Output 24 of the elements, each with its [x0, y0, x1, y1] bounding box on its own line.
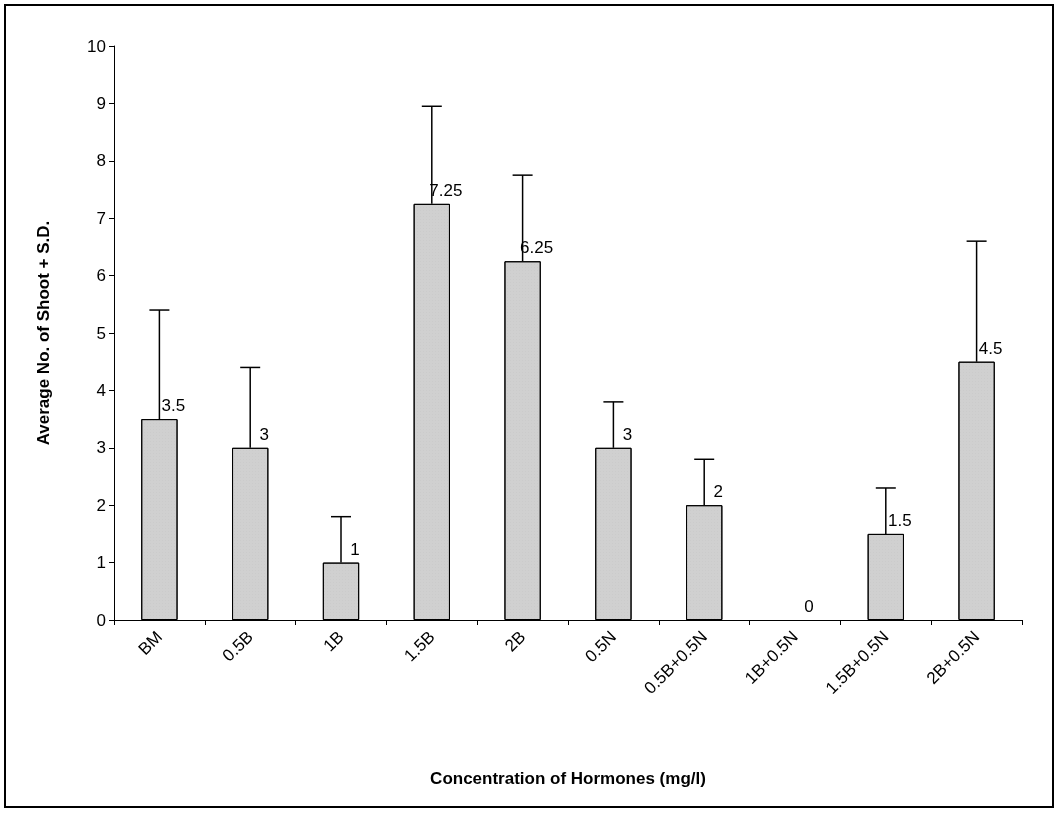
data-label: 3.5 [161, 396, 186, 416]
x-axis-title: Concentration of Hormones (mg/l) [430, 769, 706, 788]
y-tick-label: 10 [87, 36, 106, 56]
y-tick-label: 1 [96, 553, 106, 573]
y-tick-label: 7 [96, 208, 106, 228]
data-label: 3 [259, 424, 269, 444]
x-tick-label: 1B [319, 627, 348, 656]
y-axis-title: Average No. of Shoot + S.D. [34, 220, 53, 446]
y-tick-label: 0 [96, 610, 106, 630]
x-tick-label: BM [134, 627, 167, 659]
y-tick-label: 3 [96, 438, 106, 458]
data-label: 2 [713, 482, 723, 502]
y-tick-label: 8 [96, 151, 106, 171]
data-label: 0 [804, 597, 814, 616]
data-label: 4.5 [978, 338, 1003, 358]
data-label: 1.5 [887, 510, 912, 530]
y-tick-label: 6 [96, 266, 106, 286]
y-tick-label: 9 [96, 93, 106, 113]
y-tick-label: 2 [96, 495, 106, 515]
data-label: 1 [350, 539, 360, 559]
data-label: 3 [622, 424, 633, 444]
y-tick-label: 4 [96, 380, 106, 400]
y-tick-label: 5 [96, 323, 106, 343]
x-tick-label: 2B [501, 627, 530, 656]
